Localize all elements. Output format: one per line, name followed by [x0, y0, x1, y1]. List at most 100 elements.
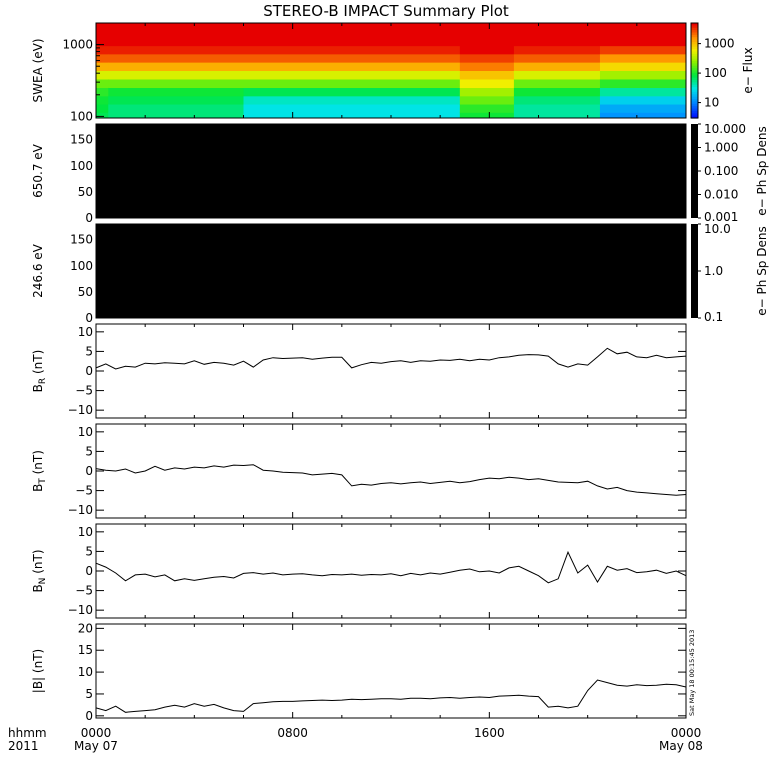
- y-tick-label: −10: [68, 403, 93, 417]
- colorbar-segment: [691, 80, 698, 83]
- colorbar-segment: [691, 72, 698, 76]
- y-tick-label: 0: [85, 311, 93, 325]
- spectrogram-cell: [459, 112, 515, 119]
- colorbar-segment: [691, 53, 698, 57]
- spectrogram-cell: [243, 87, 461, 97]
- spectrogram-cell: [243, 104, 461, 113]
- colorbar-tick-label: 0.010: [704, 188, 738, 202]
- timestamp-label: Sat May 18 00:15:45 2013: [688, 630, 696, 716]
- colorbar-segment: [691, 106, 698, 110]
- spectrogram-cell: [459, 78, 515, 89]
- spectrogram-cell: [96, 87, 109, 97]
- swea-spectrogram-panel: 100 1000 SWEA (eV) 1000 100 10 e− Flux: [31, 22, 755, 123]
- colorbar-segment: [691, 37, 698, 41]
- colorbar-tick-label: 0.100: [704, 164, 738, 178]
- colorbar-segment: [691, 68, 698, 72]
- spectrogram-cell: [243, 78, 461, 89]
- spectrogram-cell: [96, 37, 109, 47]
- spectrogram-cell: [108, 78, 245, 89]
- spectrogram-cell: [243, 95, 461, 105]
- field-line-panel-4: 10 5 0 −5 −10 BT (nT): [31, 423, 687, 519]
- date-start-label: May 07: [74, 739, 118, 753]
- spectrogram-cell: [96, 45, 109, 55]
- colorbar-segment: [691, 34, 698, 38]
- colorbar-segment: [691, 56, 698, 60]
- spectrogram-cell: [599, 53, 687, 63]
- spectrogram-cell: [513, 53, 601, 63]
- y-tick-label: 0: [85, 364, 93, 378]
- spectrogram-cell: [599, 28, 687, 38]
- y-tick-label: 100: [70, 109, 93, 123]
- field-line-series: [95, 347, 687, 370]
- spectrogram-cell: [96, 53, 109, 63]
- y-axis-label: 246.6 eV: [31, 243, 45, 298]
- colorbar-tick-label: 0.001: [704, 210, 738, 224]
- y-tick-label: 100: [70, 259, 93, 273]
- y-tick-label: −5: [75, 384, 93, 398]
- spectrogram-cell: [96, 28, 109, 38]
- spectrogram-cell: [513, 28, 601, 38]
- spectrogram-cell: [96, 112, 109, 119]
- colorbar-tick-label: 10.0: [704, 222, 731, 236]
- y-tick-label: −10: [68, 503, 93, 517]
- y-tick-label: 100: [70, 159, 93, 173]
- colorbar-segment: [691, 87, 698, 91]
- phase-space-panel-1: 150 100 50 0 650.7 eV 10.000 1.000 0.100 0.010 0.…: [31, 122, 769, 225]
- y-tick-label: 10: [78, 525, 93, 539]
- y-tick-label: 0: [85, 211, 93, 225]
- colorbar-segment: [691, 99, 698, 102]
- y-axis-label: BT (nT): [31, 450, 48, 492]
- spectrogram-cell: [599, 104, 687, 113]
- colorbar-tick-label: 100: [704, 66, 727, 80]
- spectrogram-cell: [513, 104, 601, 113]
- spectrogram-cell: [459, 104, 515, 113]
- colorbar-segment: [691, 39, 698, 43]
- plot-title: STEREO-B IMPACT Summary Plot: [263, 2, 509, 20]
- spectrogram-cell: [96, 62, 109, 71]
- colorbar-segment: [691, 70, 698, 74]
- x-left-label-year: 2011: [8, 739, 39, 753]
- spectrogram-cell: [459, 95, 515, 105]
- colorbar-segment: [691, 96, 698, 100]
- spectrogram-cell: [513, 62, 601, 71]
- spectrogram-cell: [459, 28, 515, 38]
- colorbar-segment: [691, 103, 698, 107]
- colorbar-segment: [691, 75, 698, 79]
- y-axis-label: BN (nT): [31, 549, 48, 592]
- panel-frame: [95, 523, 687, 619]
- spectrogram-cell: [243, 62, 461, 71]
- y-tick-label: −10: [68, 603, 93, 617]
- colorbar-segment: [691, 44, 698, 48]
- x-tick-label: 0000: [671, 726, 702, 740]
- y-tick-label: 1000: [62, 38, 93, 52]
- spectrogram-cell: [243, 53, 461, 63]
- colorbar-segment: [691, 89, 698, 93]
- date-end-label: May 08: [659, 739, 703, 753]
- y-axis-label: |B| (nT): [31, 649, 45, 693]
- spectrogram-cell: [108, 28, 245, 38]
- colorbar-segment: [691, 42, 698, 45]
- spectrogram-cell: [599, 78, 687, 89]
- spectrogram-cell: [513, 78, 601, 89]
- colorbar-fill: [691, 224, 698, 318]
- spectrogram-cell: [599, 112, 687, 119]
- spectrogram-cell: [599, 87, 687, 97]
- colorbar-tick-label: 1.0: [704, 264, 723, 278]
- colorbar-segment: [691, 46, 698, 50]
- colorbar-fill: [691, 124, 698, 218]
- spectrogram-cell: [108, 62, 245, 71]
- spectrogram-cell: [513, 23, 601, 30]
- y-tick-label: 0: [85, 709, 93, 723]
- spectrogram-cell: [243, 28, 461, 38]
- y-tick-label: −5: [75, 584, 93, 598]
- colorbar-segment: [691, 115, 698, 119]
- y-tick-label: 5: [85, 544, 93, 558]
- y-axis-label: BR (nT): [31, 350, 48, 393]
- spectrogram-cell: [513, 87, 601, 97]
- panel-frame: [95, 22, 687, 119]
- spectrogram-cell: [243, 37, 461, 47]
- spectrogram-cell: [513, 45, 601, 55]
- y-tick-label: 15: [78, 643, 93, 657]
- colorbar-segment: [691, 84, 698, 88]
